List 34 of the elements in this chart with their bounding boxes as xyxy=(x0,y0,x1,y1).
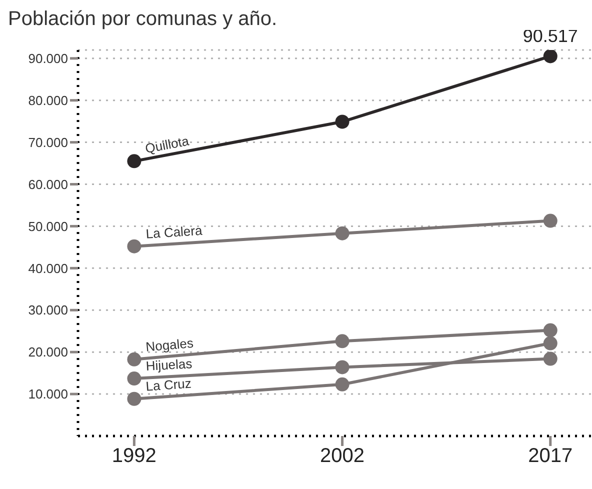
point xyxy=(335,226,350,240)
y-tick-label: 10.000 xyxy=(28,386,68,402)
y-tick-label: 50.000 xyxy=(28,218,68,234)
y-tick-label: 40.000 xyxy=(28,260,68,276)
text: Quillota xyxy=(144,133,191,156)
series-label: Hijuelas xyxy=(146,356,194,374)
point xyxy=(335,334,350,348)
point xyxy=(335,360,350,374)
point xyxy=(543,336,558,350)
series-label: La Cruz xyxy=(145,376,192,394)
x-tick-label: 2002 xyxy=(320,445,365,468)
point xyxy=(127,154,142,168)
x-tick-label: 1992 xyxy=(112,445,156,468)
x-tick-label: 2017 xyxy=(528,445,573,468)
point xyxy=(543,50,558,64)
point xyxy=(335,114,350,129)
text: Nogales xyxy=(145,335,194,354)
series-label: La Calera xyxy=(145,222,204,242)
point xyxy=(127,352,142,366)
point xyxy=(335,377,350,392)
y-tick-label: 70.000 xyxy=(28,134,68,150)
point xyxy=(127,372,142,386)
data-label: 90.517 xyxy=(522,26,578,46)
y-tick-label: 80.000 xyxy=(28,92,68,108)
point xyxy=(543,323,558,338)
y-tick-label: 30.000 xyxy=(28,302,68,318)
y-tick-label: 20.000 xyxy=(28,344,68,360)
point xyxy=(127,239,142,254)
point xyxy=(127,392,142,406)
chart-title: Población por comunas y año. xyxy=(8,8,278,30)
point xyxy=(543,352,558,366)
point xyxy=(543,214,558,228)
y-tick-label: 90.000 xyxy=(28,51,68,66)
y-tick-label: 60.000 xyxy=(28,176,68,192)
